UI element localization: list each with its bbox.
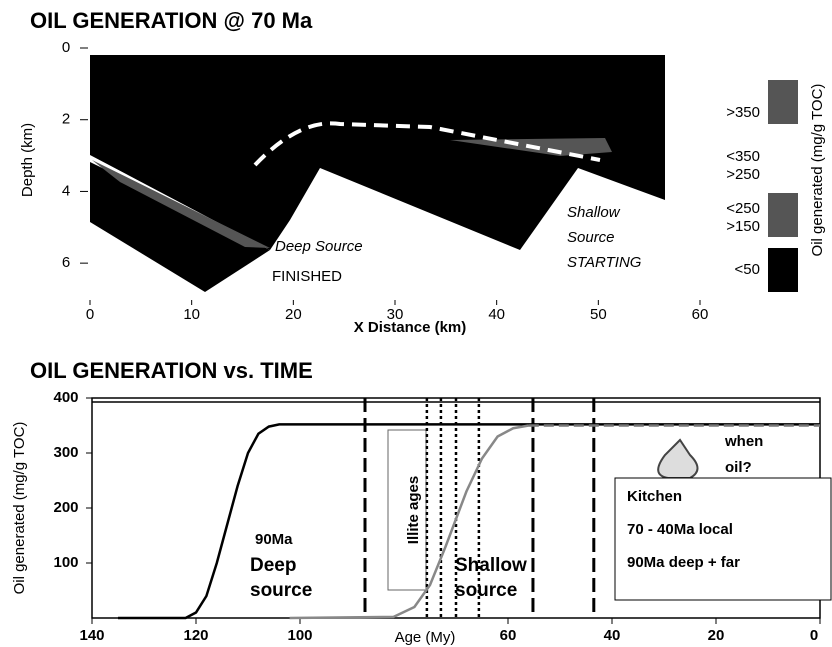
x-tick-label: 0 [86,306,94,323]
legend-label: <350 [726,148,760,165]
annotation: 90Ma deep + far [627,554,740,571]
x-tick-label: 20 [285,306,302,323]
y-axis-label: Oil generated (mg/g TOC) [11,422,28,595]
x-tick-label: 0 [810,627,818,644]
annotation: when [724,433,763,450]
annotation: Deep Source [275,238,363,255]
x-tick-label: 120 [183,627,208,644]
y-tick-label: 0 [62,39,70,56]
legend-title: Oil generated (mg/g TOC) [809,84,826,257]
annotation: Shallow [567,204,621,221]
annotation: FINISHED [272,268,342,285]
annotation: Kitchen [627,488,682,505]
annotation: STARTING [567,254,642,271]
x-tick-label: 60 [500,627,517,644]
legend-label: <250 [726,200,760,217]
legend-label: >150 [726,218,760,235]
x-tick-label: 40 [604,627,621,644]
figure: OIL GENERATION @ 70 Ma01020304050600246X… [0,0,832,647]
annotation: source [455,580,517,601]
y-tick-label: 300 [53,444,78,461]
annotation: oil? [725,459,752,476]
x-tick-label: 60 [692,306,709,323]
legend-swatch [768,193,798,237]
y-tick-label: 400 [53,389,78,406]
legend-swatch [768,0,798,22]
x-tick-label: 50 [590,306,607,323]
x-tick-label: 100 [287,627,312,644]
x-tick-label: 40 [488,306,505,323]
legend-swatch [768,80,798,124]
annotation: MAGNUS [275,96,342,113]
chart-title: OIL GENERATION @ 70 Ma [30,8,313,33]
y-tick-label: 4 [62,182,70,199]
legend-label: >250 [726,166,760,183]
y-tick-label: 100 [53,554,78,571]
y-tick-label: 2 [62,111,70,128]
annotation: Deep [250,555,296,576]
legend-swatch [768,248,798,292]
x-tick-label: 20 [708,627,725,644]
y-axis-label: Depth (km) [19,123,36,197]
legend-label: <50 [735,261,760,278]
y-tick-label: 200 [53,499,78,516]
x-axis-label: Age (My) [395,629,456,646]
annotation: 90Ma [255,531,293,548]
chart-title: OIL GENERATION vs. TIME [30,358,313,383]
x-tick-label: 140 [79,627,104,644]
oil-drop-icon [658,440,697,478]
x-axis-label: X Distance (km) [354,319,467,336]
legend-label: >350 [726,104,760,121]
annotation: 70 - 40Ma local [627,521,733,538]
x-tick-label: 10 [183,306,200,323]
y-tick-label: 6 [62,254,70,271]
annotation: source [250,580,312,601]
annotation: Source [567,229,615,246]
annotation: Illite ages [405,476,422,544]
annotation: Shallow [455,555,527,576]
